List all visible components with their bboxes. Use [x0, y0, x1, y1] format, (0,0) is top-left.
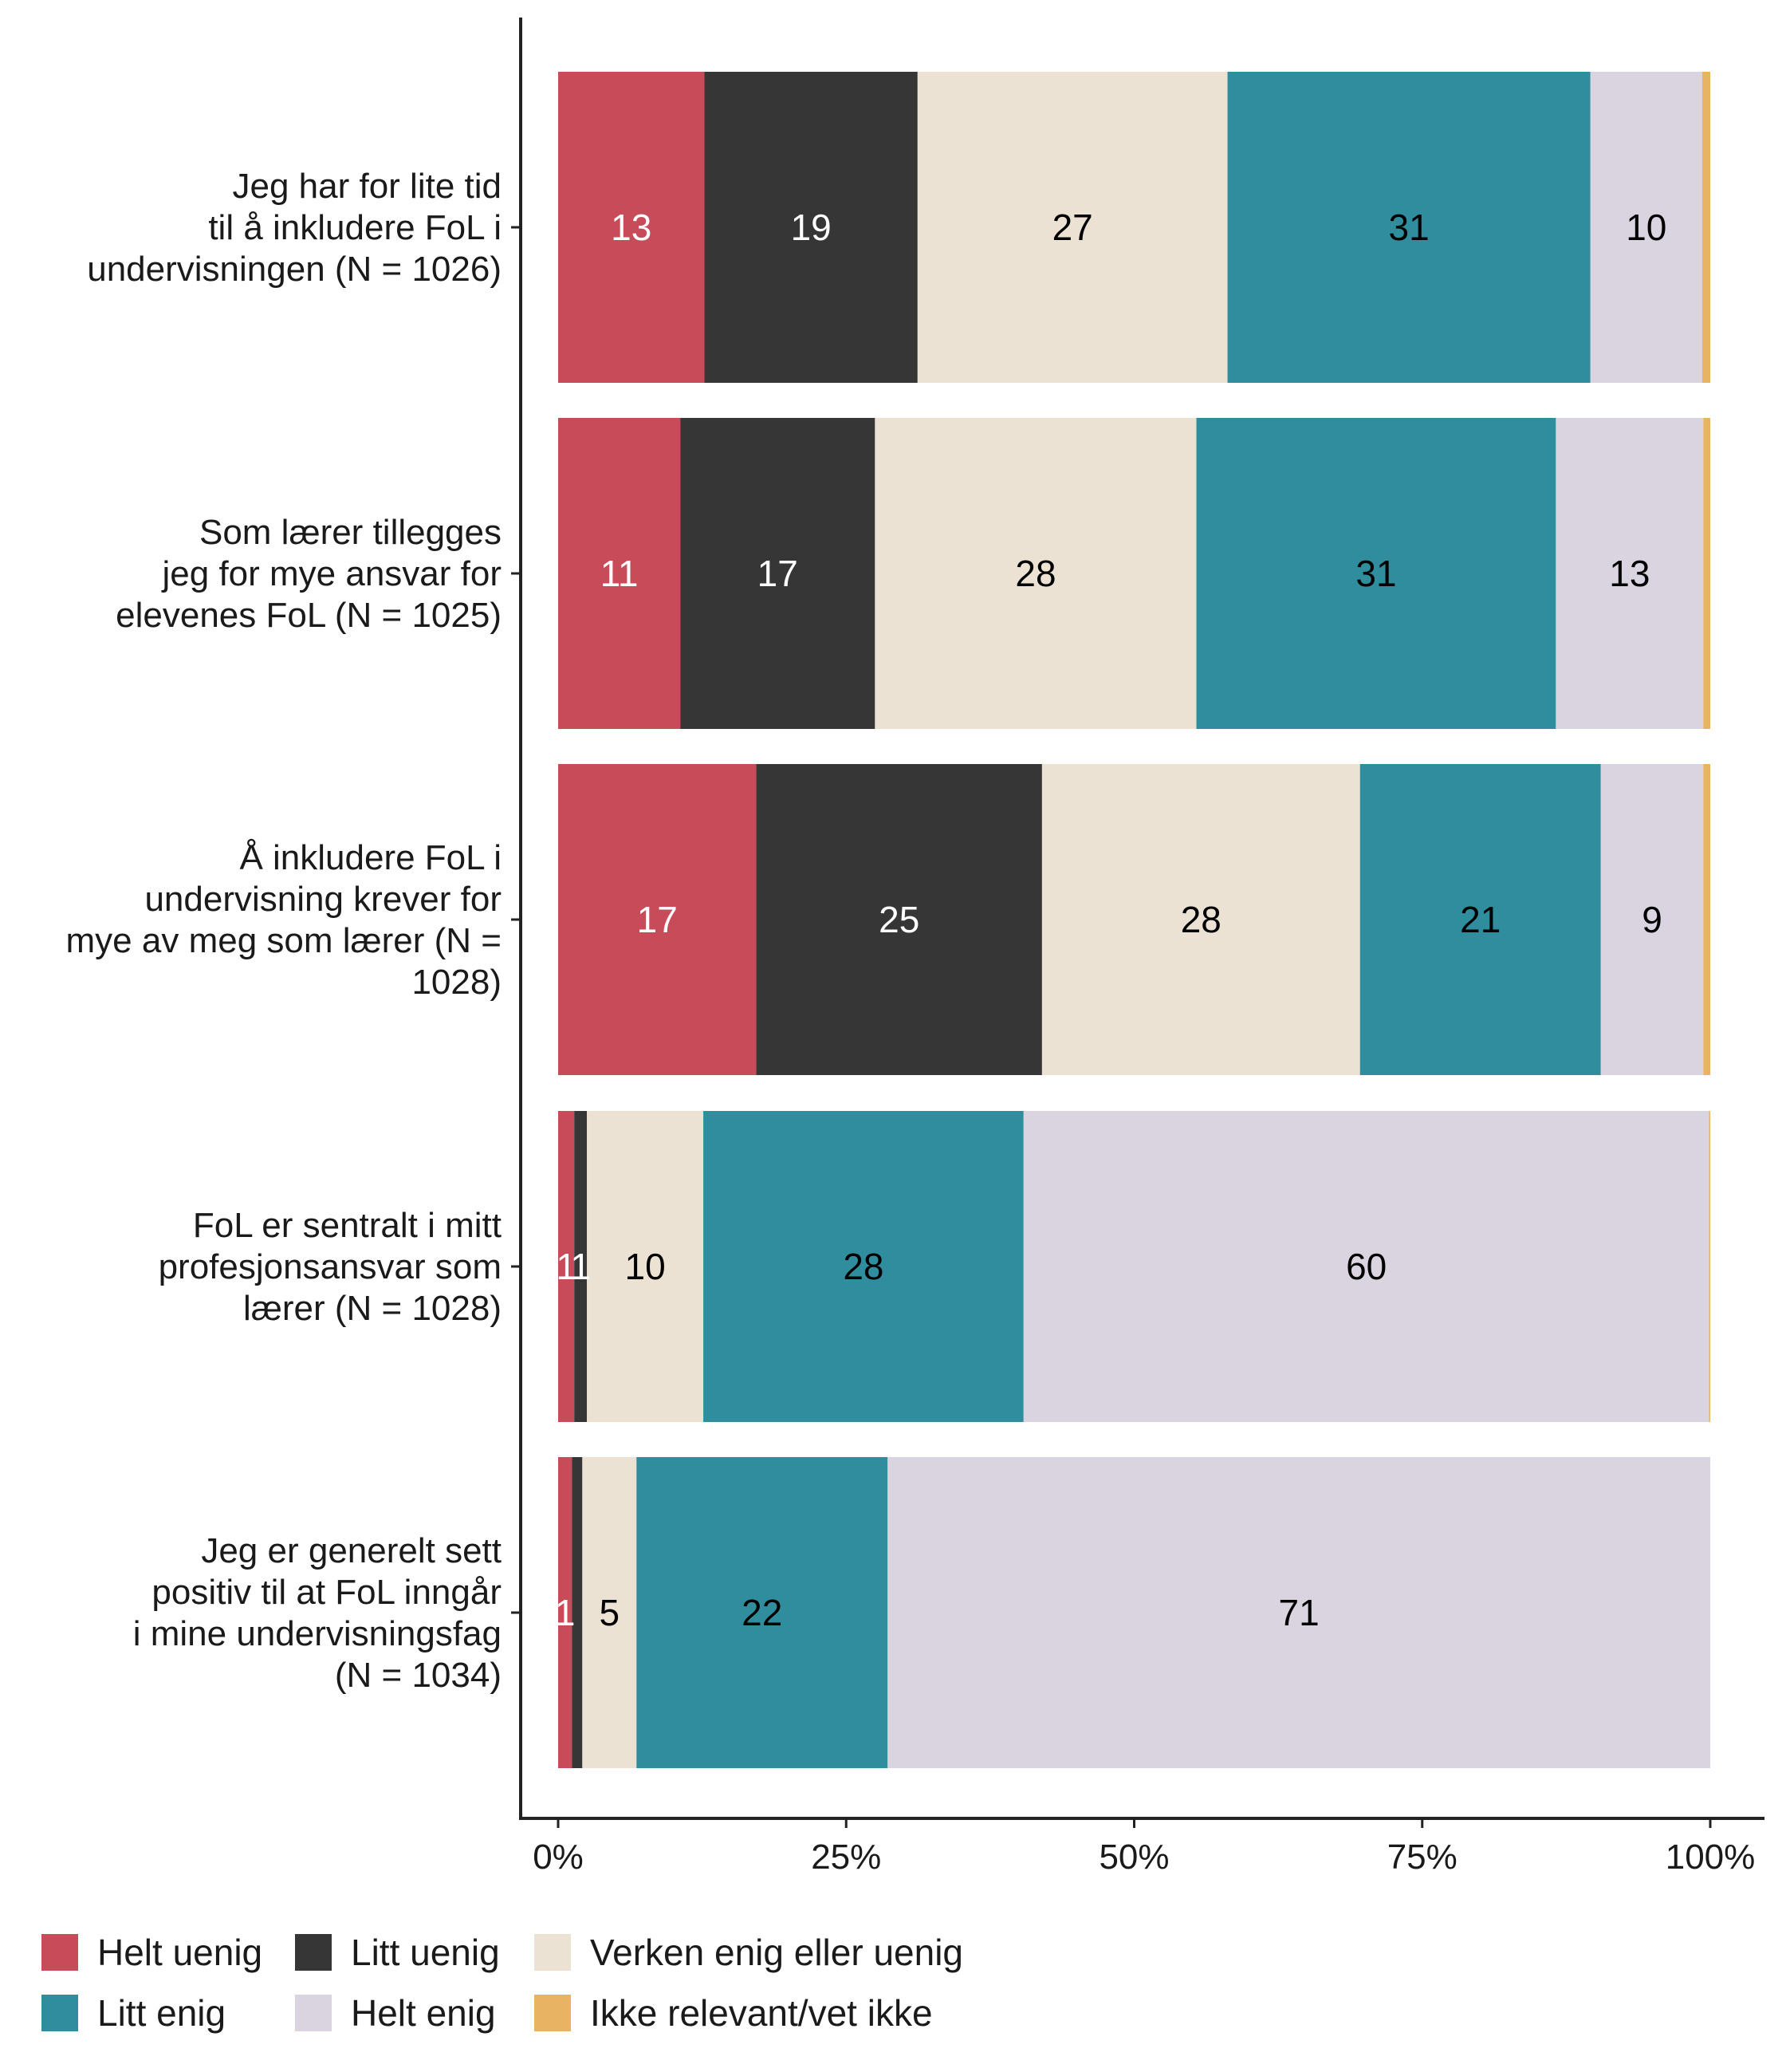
bar-segment	[1701, 72, 1710, 383]
data-label: 28	[1181, 899, 1221, 940]
axes-layer: 0% 25% 50% 75% 100%	[511, 18, 1764, 1877]
bar-segment	[587, 1111, 704, 1422]
bar-segment	[574, 1111, 588, 1422]
legend-swatch	[534, 1995, 571, 2031]
bar-segment	[1590, 72, 1702, 383]
legend-swatch	[534, 1934, 571, 1971]
bar-segment	[558, 1457, 572, 1768]
data-label: 28	[1015, 553, 1056, 594]
data-label: 9	[1642, 899, 1662, 940]
x-tick-label: 25%	[811, 1838, 881, 1877]
bar-segment	[756, 764, 1042, 1075]
bar-segment	[1196, 418, 1556, 729]
bar-segment	[1709, 1111, 1710, 1422]
data-label: 13	[1609, 553, 1650, 594]
legend-label: Helt uenig	[97, 1932, 262, 1973]
category-label: FoL er sentralt i mitt profesjonsansvar s…	[159, 1206, 502, 1328]
x-tick-label: 75%	[1387, 1838, 1458, 1877]
legend-swatch	[295, 1934, 332, 1971]
legend-swatch	[41, 1934, 78, 1971]
data-label: 13	[611, 207, 651, 248]
bar-segment	[1023, 1111, 1709, 1422]
bar-segment	[887, 1457, 1710, 1768]
bar-segment	[558, 1111, 575, 1422]
legend-label: Litt uenig	[351, 1932, 500, 1973]
bar-segment	[1703, 764, 1710, 1075]
x-tick-label: 100%	[1666, 1838, 1756, 1877]
data-label: 17	[637, 899, 678, 940]
bars-layer	[558, 72, 1710, 1768]
bar-segment	[680, 418, 875, 729]
bar-segment	[1041, 764, 1360, 1075]
legend-swatch	[41, 1995, 78, 2031]
data-label: 5	[600, 1592, 620, 1633]
data-label: 28	[843, 1246, 883, 1287]
category-label: Jeg er generelt sett positiv til at FoL i…	[133, 1531, 502, 1695]
bar-segment	[558, 418, 681, 729]
data-label: 10	[625, 1246, 666, 1287]
category-labels-layer: Jeg har for lite tid til å inkludere FoL …	[66, 167, 502, 1695]
data-label: 1	[570, 1246, 591, 1287]
data-label: 60	[1346, 1246, 1387, 1287]
bar-segment	[875, 418, 1197, 729]
bar-segment	[558, 72, 705, 383]
category-label: Jeg har for lite tid til å inkludere FoL …	[87, 167, 502, 289]
bar-segment	[1600, 764, 1704, 1075]
bar-segment	[1227, 72, 1591, 383]
category-label: Som lærer tillegges jeg for mye ansvar fo…	[116, 513, 502, 635]
data-label: 1	[556, 1246, 576, 1287]
data-label: 27	[1052, 207, 1093, 248]
bar-segment	[917, 72, 1228, 383]
data-label: 22	[742, 1592, 782, 1633]
legend-swatch	[295, 1995, 332, 2031]
bar-segment	[1556, 418, 1704, 729]
bar-segment	[703, 1111, 1024, 1422]
bar-segment	[1359, 764, 1601, 1075]
bar-segment	[704, 72, 918, 383]
bar-segment	[1703, 418, 1710, 729]
bar-segment	[558, 764, 757, 1075]
x-tick-label: 50%	[1099, 1838, 1169, 1877]
data-label: 21	[1460, 899, 1501, 940]
bar-segment	[582, 1457, 637, 1768]
legend-label: Helt enig	[351, 1992, 496, 2034]
data-label: 19	[791, 207, 832, 248]
data-label: 31	[1389, 207, 1430, 248]
bar-segment	[572, 1457, 583, 1768]
legend: Helt uenig Litt uenig Verken enig eller ue…	[41, 1932, 963, 2034]
legend-label: Ikke relevant/vet ikke	[590, 1992, 933, 2034]
bar-segment	[636, 1457, 888, 1768]
data-label: 11	[600, 553, 639, 594]
data-label: 25	[879, 899, 919, 940]
data-label: 17	[757, 553, 798, 594]
data-label: 71	[1279, 1592, 1320, 1633]
data-label: 10	[1626, 207, 1666, 248]
data-label: 31	[1355, 553, 1396, 594]
legend-label: Verken enig eller uenig	[590, 1932, 963, 1973]
data-label: 1	[555, 1592, 576, 1633]
category-label: Å inkludere FoL i undervisning krever for…	[66, 838, 502, 1002]
x-tick-label: 0%	[533, 1838, 584, 1877]
legend-label: Litt enig	[97, 1992, 226, 2034]
